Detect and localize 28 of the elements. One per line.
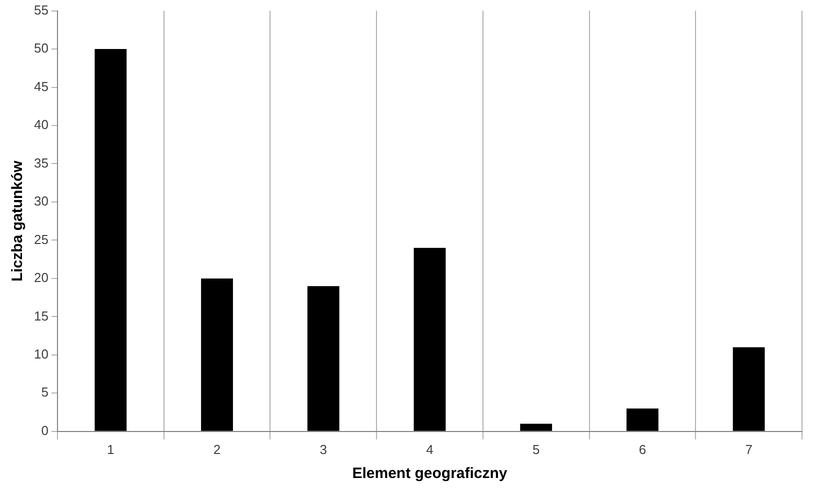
y-tick-label: 10 (34, 346, 48, 362)
y-tick-label: 25 (34, 232, 48, 247)
y-tick-label: 15 (34, 308, 48, 324)
x-tick-label: 4 (426, 442, 434, 457)
y-tick-label: 20 (34, 270, 48, 286)
x-axis-title: Element geograficzny (352, 465, 508, 482)
bar (626, 408, 658, 431)
bar (201, 278, 233, 431)
bar (732, 347, 765, 431)
y-tick-label: 45 (34, 78, 48, 94)
x-tick-label: 6 (638, 442, 646, 457)
bar (94, 49, 127, 431)
y-tick-label: 5 (41, 384, 48, 400)
y-tick-label: 55 (34, 2, 48, 18)
x-tick-label: 5 (532, 442, 540, 457)
y-tick-label: 50 (34, 40, 48, 56)
y-tick-label: 30 (34, 194, 48, 209)
y-tick-label: 35 (34, 155, 48, 170)
x-tick-label: 1 (107, 442, 114, 457)
bar (307, 286, 340, 431)
bar (414, 248, 446, 431)
x-tick-label: 2 (213, 442, 221, 457)
y-tick-label: 40 (34, 117, 48, 132)
y-axis-title: Liczba gatunków (9, 160, 26, 282)
bar (520, 424, 552, 431)
y-tick-label: 0 (41, 422, 48, 438)
x-tick-label: 3 (320, 442, 327, 457)
x-tick-label: 7 (745, 442, 752, 457)
